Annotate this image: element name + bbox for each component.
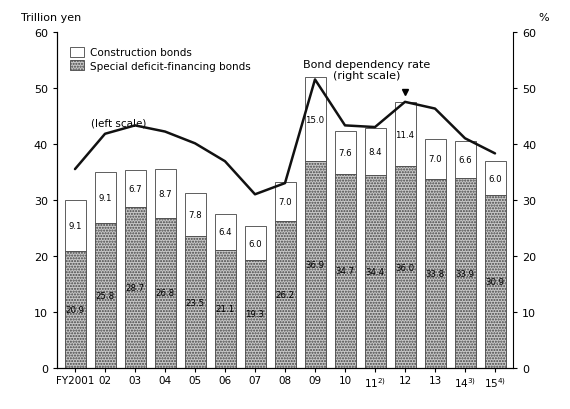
Text: 7.6: 7.6: [338, 148, 352, 157]
Bar: [454, 179, 475, 368]
Bar: [425, 179, 446, 368]
Text: 15.0: 15.0: [306, 115, 324, 124]
Text: 9.1: 9.1: [98, 194, 112, 203]
Text: 8.4: 8.4: [368, 148, 382, 157]
Legend: Construction bonds, Special deficit-financing bonds: Construction bonds, Special deficit-fina…: [67, 45, 254, 74]
Text: 33.8: 33.8: [425, 269, 445, 278]
Text: Trillion yen: Trillion yen: [21, 13, 81, 22]
Bar: [185, 193, 206, 237]
Bar: [304, 162, 325, 368]
Bar: [335, 174, 356, 368]
Text: 6.7: 6.7: [128, 184, 142, 193]
Bar: [95, 224, 116, 368]
Text: 7.0: 7.0: [278, 198, 292, 207]
Bar: [364, 129, 385, 176]
Bar: [245, 260, 266, 368]
Text: 33.9: 33.9: [455, 269, 474, 278]
Text: 26.2: 26.2: [275, 290, 295, 299]
Text: 8.7: 8.7: [158, 189, 172, 198]
Text: 34.4: 34.4: [365, 267, 385, 276]
Bar: [154, 218, 176, 368]
Text: 6.6: 6.6: [458, 156, 472, 165]
Text: 11.4: 11.4: [396, 130, 414, 139]
Text: 28.7: 28.7: [125, 283, 145, 292]
Text: 7.8: 7.8: [188, 211, 202, 220]
Text: Bond dependency rate
(right scale): Bond dependency rate (right scale): [303, 60, 431, 81]
Bar: [154, 170, 176, 218]
Text: 36.0: 36.0: [396, 263, 414, 272]
Bar: [454, 142, 475, 179]
Text: (left scale): (left scale): [91, 119, 146, 128]
Bar: [484, 162, 506, 196]
Bar: [394, 103, 416, 167]
Bar: [335, 132, 356, 174]
Bar: [185, 237, 206, 368]
Bar: [124, 208, 145, 368]
Bar: [394, 167, 416, 368]
Bar: [425, 140, 446, 179]
Text: 9.1: 9.1: [68, 221, 82, 230]
Text: 36.9: 36.9: [306, 261, 324, 270]
Text: 26.8: 26.8: [156, 289, 174, 298]
Bar: [304, 78, 325, 162]
Bar: [214, 214, 235, 250]
Text: %: %: [539, 13, 549, 22]
Text: 30.9: 30.9: [486, 277, 504, 286]
Bar: [214, 250, 235, 368]
Bar: [64, 200, 86, 251]
Text: 23.5: 23.5: [185, 298, 205, 307]
Bar: [275, 222, 295, 368]
Text: 25.8: 25.8: [95, 292, 115, 301]
Bar: [245, 227, 266, 260]
Text: 21.1: 21.1: [215, 305, 235, 314]
Text: 34.7: 34.7: [335, 267, 355, 276]
Text: 6.0: 6.0: [488, 174, 502, 183]
Bar: [484, 196, 506, 368]
Bar: [64, 251, 86, 368]
Bar: [364, 176, 385, 368]
Text: 20.9: 20.9: [66, 305, 84, 314]
Bar: [124, 170, 145, 208]
Text: 6.4: 6.4: [218, 228, 232, 237]
Bar: [95, 173, 116, 224]
Text: 7.0: 7.0: [428, 155, 442, 164]
Text: 6.0: 6.0: [248, 239, 262, 248]
Bar: [275, 182, 295, 222]
Text: 19.3: 19.3: [246, 310, 264, 319]
